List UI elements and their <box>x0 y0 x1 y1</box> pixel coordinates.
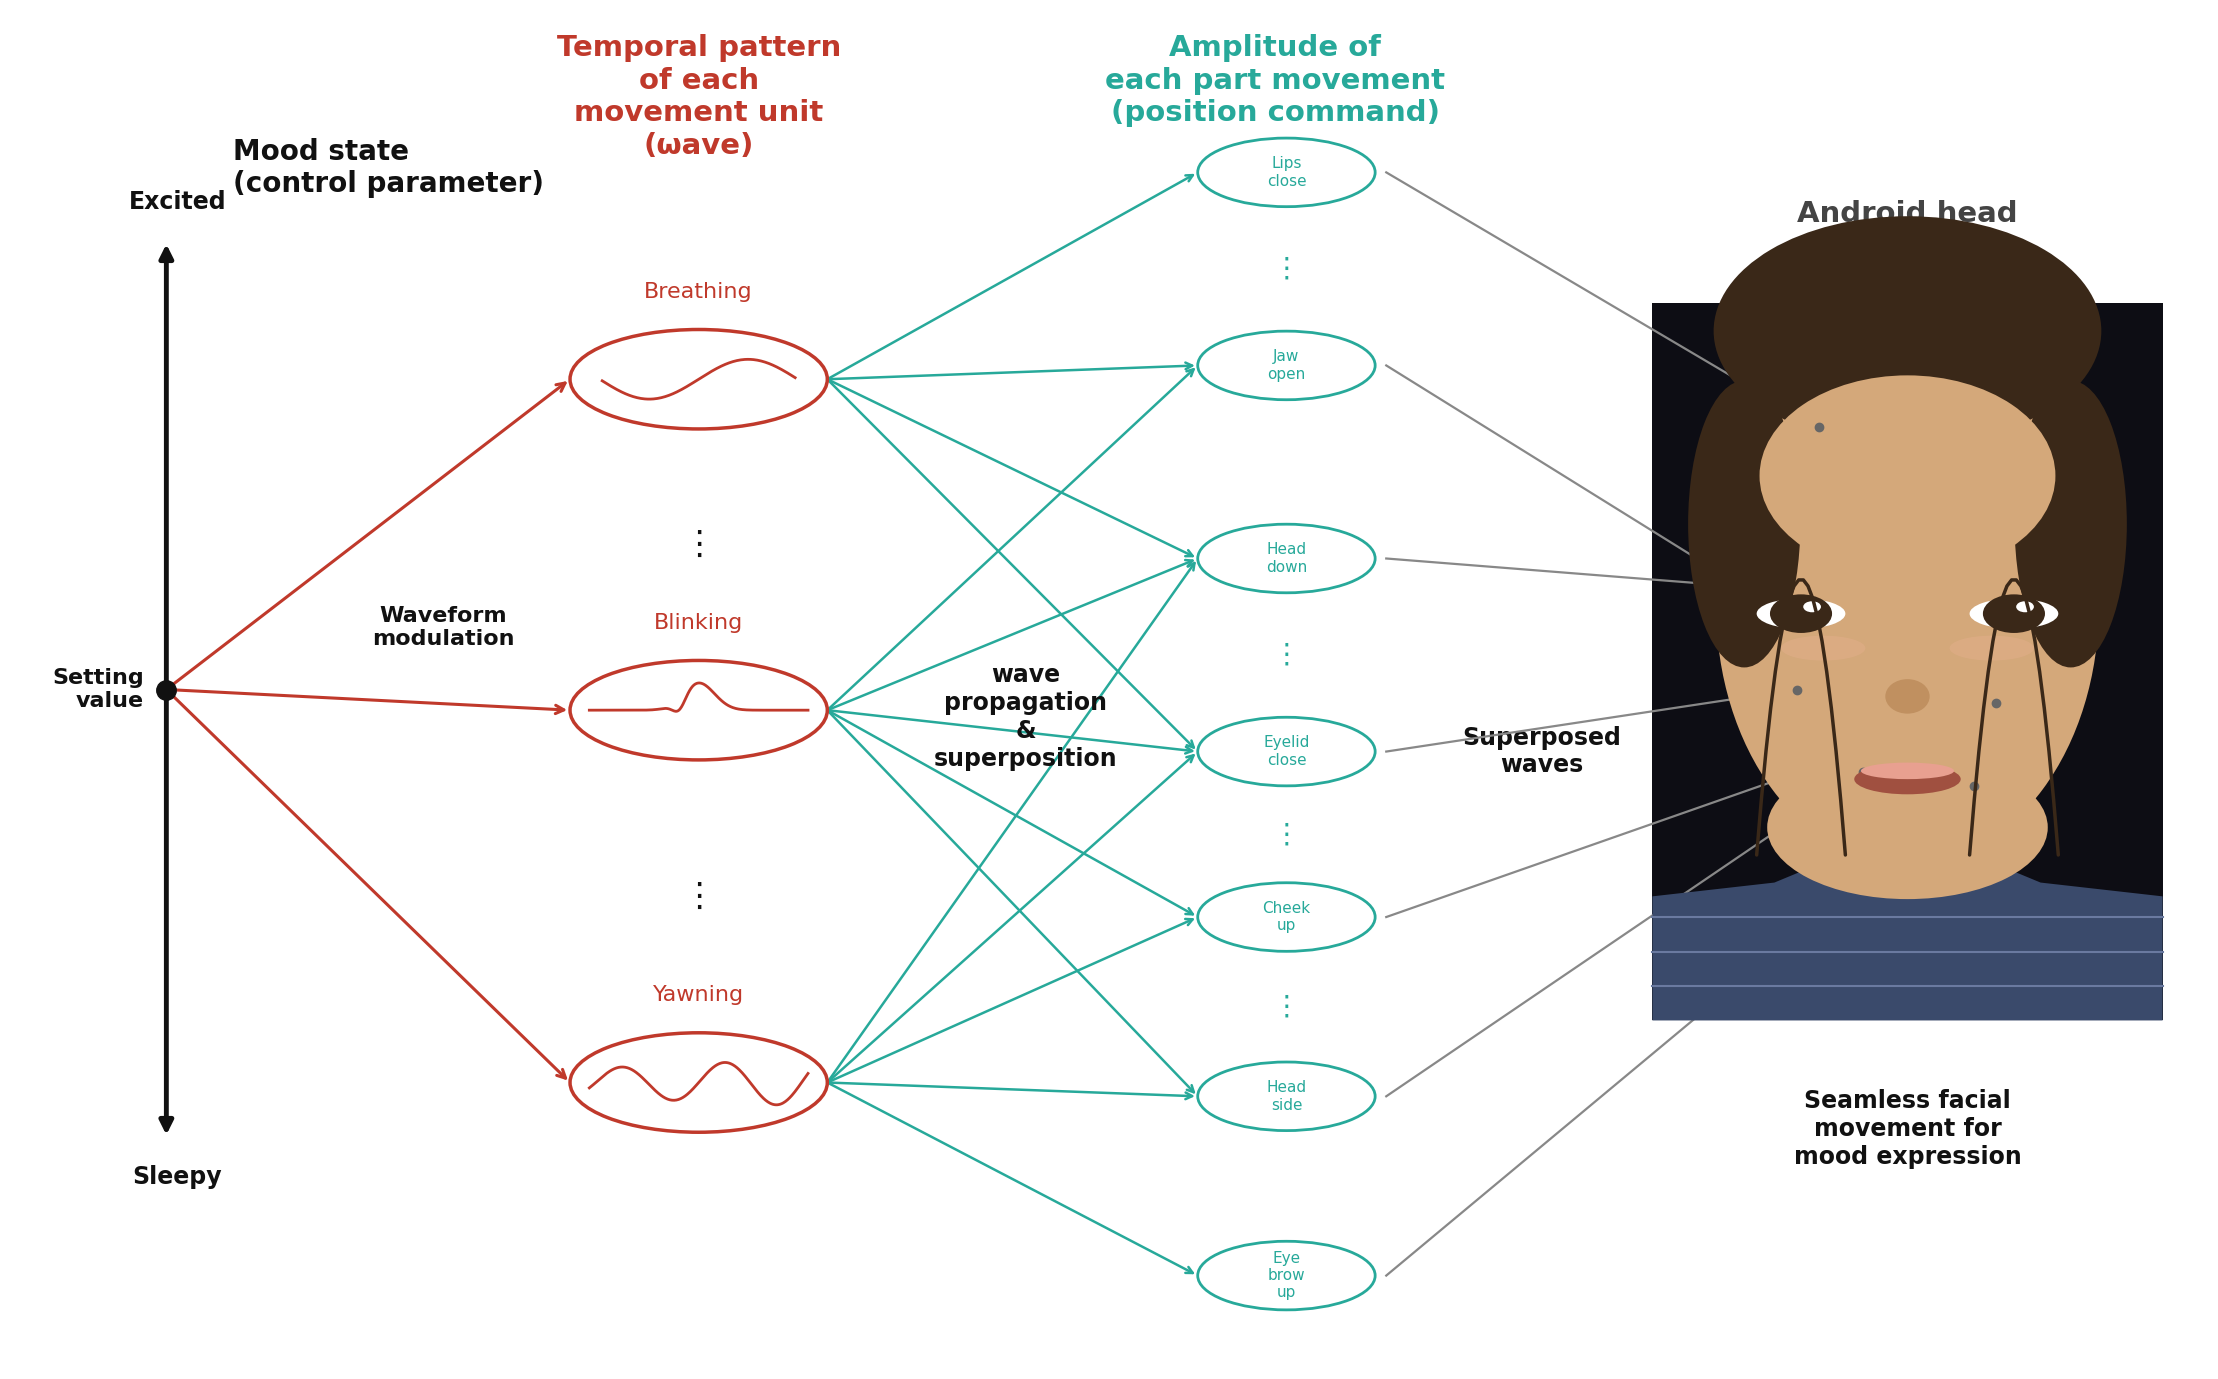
Text: Breathing: Breathing <box>645 281 752 302</box>
Text: Android head: Android head <box>1797 200 2018 228</box>
Text: ⋮: ⋮ <box>1273 993 1300 1020</box>
Text: Seamless facial
movement for
mood expression: Seamless facial movement for mood expres… <box>1794 1089 2021 1169</box>
Ellipse shape <box>1950 636 2034 661</box>
Text: ⋮: ⋮ <box>1273 641 1300 669</box>
FancyBboxPatch shape <box>1652 303 2163 1020</box>
Text: Head
down: Head down <box>1266 542 1306 575</box>
Text: Mood state
(control parameter): Mood state (control parameter) <box>233 138 543 199</box>
Circle shape <box>1770 594 1832 633</box>
Ellipse shape <box>1768 756 2047 899</box>
Ellipse shape <box>1759 375 2056 576</box>
Ellipse shape <box>1781 636 1865 661</box>
Circle shape <box>2016 601 2034 612</box>
Ellipse shape <box>1854 764 1961 794</box>
Text: Head
side: Head side <box>1266 1080 1306 1113</box>
Text: Superposed
waves: Superposed waves <box>1462 725 1621 778</box>
Text: Setting
value: Setting value <box>53 667 144 712</box>
Text: Amplitude of
each part movement
(position command): Amplitude of each part movement (positio… <box>1105 34 1446 127</box>
Circle shape <box>1983 594 2045 633</box>
Text: Excited: Excited <box>129 190 226 214</box>
Text: Lips
close: Lips close <box>1266 156 1306 189</box>
Text: wave
propagation
&
superposition: wave propagation & superposition <box>934 663 1118 771</box>
FancyBboxPatch shape <box>1839 889 1976 965</box>
Text: Eyelid
close: Eyelid close <box>1264 735 1309 768</box>
Ellipse shape <box>1717 349 2098 865</box>
Text: Jaw
open: Jaw open <box>1266 349 1306 382</box>
Ellipse shape <box>1885 680 1930 714</box>
Text: Temporal pattern
of each
movement unit
(ωave): Temporal pattern of each movement unit (… <box>557 34 841 160</box>
Text: Yawning: Yawning <box>652 985 745 1005</box>
Ellipse shape <box>1757 598 1845 629</box>
Text: ⋮: ⋮ <box>681 528 716 561</box>
Text: ⋮: ⋮ <box>1273 255 1300 283</box>
Text: ⋮: ⋮ <box>1273 821 1300 848</box>
Polygon shape <box>1652 855 2163 1020</box>
Ellipse shape <box>1970 598 2058 629</box>
Text: Waveform
modulation: Waveform modulation <box>373 605 515 650</box>
Ellipse shape <box>1861 763 1954 779</box>
Ellipse shape <box>1688 381 1801 667</box>
Text: Eye
brow
up: Eye brow up <box>1269 1251 1304 1300</box>
Text: Cheek
up: Cheek up <box>1262 900 1311 934</box>
Text: ⋮: ⋮ <box>681 880 716 913</box>
Circle shape <box>1803 601 1821 612</box>
Ellipse shape <box>2014 381 2127 667</box>
Text: Blinking: Blinking <box>654 612 743 633</box>
Ellipse shape <box>1715 217 2100 445</box>
Text: Sleepy: Sleepy <box>133 1165 222 1189</box>
